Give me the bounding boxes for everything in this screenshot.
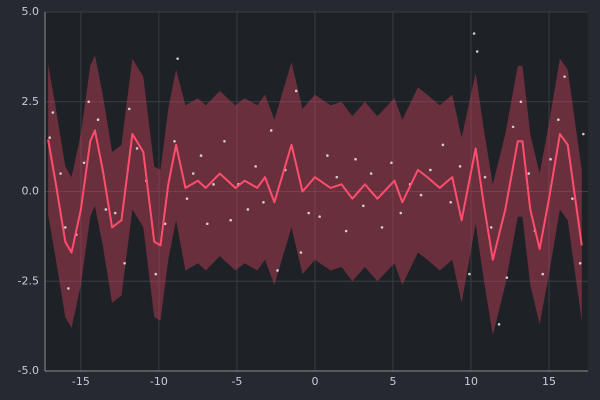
data-point <box>354 157 357 161</box>
data-point <box>104 208 108 211</box>
x-tick-label: 5 <box>389 375 396 388</box>
x-tick-label: -15 <box>72 375 90 388</box>
data-point <box>254 165 257 168</box>
data-point <box>59 172 62 175</box>
y-tick-label: 5.0 <box>22 5 40 18</box>
data-point <box>176 57 179 60</box>
data-point <box>63 226 67 229</box>
data-point <box>468 272 471 276</box>
data-point <box>223 139 226 143</box>
data-point <box>511 125 515 129</box>
data-point <box>380 226 384 229</box>
mean-line <box>47 129 583 261</box>
data-point <box>163 222 167 226</box>
data-point <box>262 200 265 204</box>
data-point <box>246 208 250 211</box>
data-point <box>135 147 139 150</box>
data-point <box>362 204 365 208</box>
data-point <box>191 172 195 175</box>
data-point <box>449 200 452 204</box>
data-point <box>82 161 86 165</box>
data-point <box>127 107 131 111</box>
data-point <box>519 100 523 104</box>
data-point <box>335 175 339 179</box>
y-tick-label: 0.0 <box>22 185 40 198</box>
data-point <box>67 287 70 290</box>
data-point <box>205 222 209 226</box>
data-point <box>229 218 232 222</box>
data-point <box>299 251 303 254</box>
data-point <box>269 129 273 132</box>
data-point <box>541 272 545 276</box>
data-point <box>212 183 215 186</box>
data-point <box>419 193 423 197</box>
data-point <box>369 172 373 175</box>
data-point <box>276 269 279 272</box>
data-point <box>458 165 462 168</box>
data-point <box>483 175 487 179</box>
data-point <box>326 154 329 157</box>
y-tick-label: -2.5 <box>18 274 39 287</box>
data-point <box>571 197 574 200</box>
data-point <box>390 161 393 165</box>
data-point <box>199 154 203 157</box>
data-point <box>505 276 509 279</box>
data-point <box>48 136 51 139</box>
y-tick-label: 2.5 <box>22 95 40 108</box>
data-point <box>51 111 55 114</box>
data-point <box>87 100 90 104</box>
confidence-band <box>48 55 582 336</box>
x-tick-label: -10 <box>150 375 168 388</box>
data-point <box>96 118 100 121</box>
x-tick-label: -5 <box>231 375 242 388</box>
data-point <box>582 132 585 136</box>
data-point <box>429 168 432 172</box>
data-point <box>154 272 158 276</box>
data-point <box>307 211 310 215</box>
data-point <box>472 32 476 35</box>
data-point <box>123 262 126 265</box>
data-point <box>318 215 321 218</box>
data-point <box>173 139 176 143</box>
data-point <box>475 50 479 53</box>
data-point <box>489 226 493 229</box>
data-point <box>549 157 552 161</box>
data-point <box>563 75 566 78</box>
data-point <box>497 323 501 326</box>
data-point <box>557 118 560 121</box>
data-point <box>113 211 117 215</box>
data-point <box>294 89 298 93</box>
data-point <box>441 143 445 147</box>
x-tick-label: 0 <box>311 375 318 388</box>
data-point <box>185 197 189 200</box>
data-point <box>527 172 531 175</box>
x-tick-label: 15 <box>542 375 556 388</box>
data-point <box>399 211 403 215</box>
data-point <box>344 229 348 233</box>
y-tick-label: -5.0 <box>18 364 39 377</box>
x-tick-label: 10 <box>464 375 478 388</box>
data-point <box>578 262 582 265</box>
